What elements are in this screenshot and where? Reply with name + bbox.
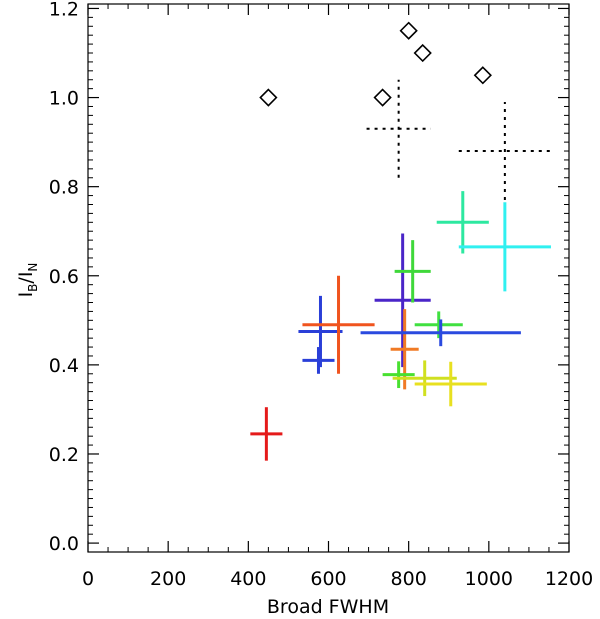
diamond-marker	[413, 43, 432, 63]
error-cross	[414, 361, 487, 407]
y-tick-label: 0.8	[49, 177, 79, 199]
x-tick-label: 1000	[465, 568, 513, 590]
y-tick-label: 0.0	[49, 533, 79, 555]
error-crosses	[250, 191, 551, 461]
x-tick-label: 600	[310, 568, 346, 590]
dotted-error-cross	[366, 79, 431, 178]
x-tick-label: 400	[230, 568, 266, 590]
dotted-error-cross	[458, 102, 551, 201]
error-cross	[382, 361, 415, 389]
x-tick-label: 1200	[545, 568, 593, 590]
y-axis-title-sub-b: B	[26, 284, 40, 292]
error-cross	[374, 233, 431, 368]
error-cross	[394, 240, 431, 303]
y-axis-ticks: 0.0 0.2 0.4 0.6 0.8 1.0 1.2	[49, 0, 569, 555]
error-cross	[250, 407, 283, 461]
error-cross	[392, 360, 457, 397]
error-cross	[302, 275, 375, 374]
x-tick-label: 0	[82, 568, 94, 590]
y-axis-title: IB/IN	[15, 263, 40, 298]
y-tick-label: 0.4	[49, 355, 79, 377]
y-axis-title-slash: /I	[15, 272, 37, 284]
dotted-crosses	[366, 79, 551, 201]
plot-frame	[87, 3, 570, 553]
diamond-marker	[399, 21, 418, 40]
x-tick-label: 800	[391, 568, 427, 590]
y-tick-label: 0.2	[49, 444, 79, 466]
x-axis-title: Broad FWHM	[267, 596, 389, 618]
error-cross	[298, 295, 343, 368]
y-tick-label: 1.0	[49, 88, 79, 110]
error-cross	[360, 319, 521, 347]
y-tick-label: 1.2	[49, 0, 79, 20]
diamond-markers	[259, 21, 492, 107]
diamond-marker	[473, 66, 492, 85]
y-axis-title-main: I	[15, 292, 37, 298]
error-cross	[436, 191, 489, 254]
x-tick-label: 200	[150, 568, 186, 590]
diamond-marker	[259, 88, 278, 107]
diamond-marker	[373, 88, 392, 107]
y-axis-title-sub-n: N	[26, 263, 40, 272]
error-cross	[458, 202, 551, 292]
error-cross	[302, 347, 335, 374]
y-tick-label: 0.6	[49, 266, 79, 288]
